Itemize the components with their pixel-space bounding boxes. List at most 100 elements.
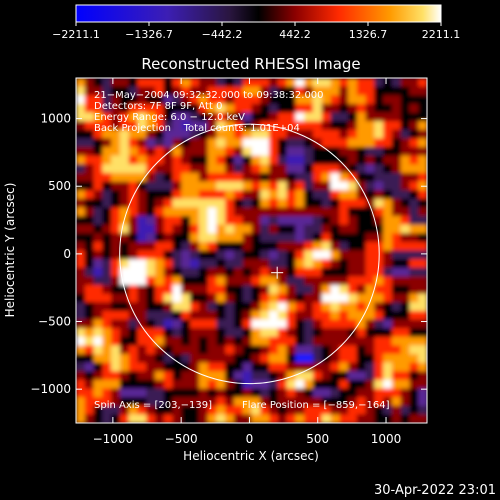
heatmap-cell [330,285,340,295]
heatmap-cell [391,207,402,217]
heatmap-cell [233,276,244,286]
y-tick-label: −500 [38,315,71,329]
heatmap-cell [312,362,323,372]
heatmap-cell [383,328,393,338]
heatmap-cell [128,112,139,122]
heatmap-cell [128,103,139,114]
heatmap-cell [190,371,200,381]
heatmap-cell [339,181,349,191]
heatmap-cell [190,155,200,165]
heatmap-cell [269,190,279,200]
heatmap-cell [321,121,332,131]
heatmap-cell [304,362,314,372]
heatmap-cell [233,181,244,191]
heatmap-cell [374,233,384,243]
heatmap-cell [111,241,121,252]
heatmap-cell [348,250,358,260]
heatmap-cell [374,293,384,303]
heatmap-cell [198,388,209,398]
heatmap-cell [119,276,130,286]
heatmap-cell [242,379,253,390]
heatmap-cell [330,293,340,303]
heatmap-cell [181,328,191,338]
heatmap-cell [146,181,156,191]
heatmap-cell [374,129,384,139]
heatmap-cell [400,164,411,174]
heatmap-cell [260,155,270,165]
heatmap-cell [348,388,358,398]
heatmap-cell [312,86,323,96]
heatmap-cell [128,276,139,286]
heatmap-cell [242,276,253,286]
heatmap-cell [321,319,332,329]
heatmap-cell [172,310,182,321]
heatmap-cell [321,285,332,295]
chart-title: Reconstructed RHESSI Image [141,55,360,73]
heatmap-cell [119,86,130,96]
heatmap-cell [146,405,156,415]
heatmap-cell [365,172,375,183]
heatmap-cell [383,293,393,303]
heatmap-cell [84,198,95,208]
heatmap-cell [76,147,86,157]
heatmap-cell [190,354,200,364]
heatmap-cell [225,164,235,174]
heatmap-cell [154,371,165,381]
heatmap-cell [365,259,375,269]
heatmap-cell [418,328,427,338]
heatmap-cell [356,121,367,131]
heatmap-cell [409,328,419,338]
heatmap-cell [277,276,288,286]
heatmap-cell [119,371,130,381]
heatmap-cell [119,250,130,260]
heatmap-cell [93,216,103,226]
heatmap-cell [321,190,332,200]
heatmap-cell [119,328,130,338]
heatmap-cell [181,181,191,191]
heatmap-cell [286,276,296,286]
heatmap-cell [119,172,130,183]
heatmap-cell [128,181,139,191]
heatmap-cell [225,86,235,96]
heatmap-cell [391,397,402,407]
heatmap-cell [260,259,270,269]
heatmap-cell [146,319,156,329]
heatmap-cell [286,388,296,398]
heatmap-cell [119,259,130,269]
heatmap-cell [251,362,261,372]
heatmap-cell [216,276,226,286]
heatmap-cell [225,103,235,114]
heatmap-cell [400,414,411,423]
heatmap-cell [181,319,191,329]
heatmap-cell [172,164,182,174]
heatmap-cell [163,259,174,269]
heatmap-cell [233,190,244,200]
heatmap-cell [418,371,427,381]
heatmap-cell [225,207,235,217]
heatmap-cell [172,319,182,329]
heatmap-cell [286,310,296,321]
heatmap-cell [198,147,209,157]
heatmap-cell [146,233,156,243]
heatmap-cell [304,328,314,338]
heatmap-cell [251,328,261,338]
heatmap-cell [339,379,349,390]
heatmap-cell [330,224,340,234]
heatmap-cell [242,250,253,260]
heatmap-cell [418,345,427,355]
heatmap-cell [330,336,340,346]
heatmap-cell [225,267,235,277]
heatmap-cell [260,250,270,260]
heatmap-cell [409,190,419,200]
heatmap-cell [260,388,270,398]
heatmap-cell [225,405,235,415]
heatmap-cell [304,285,314,295]
heatmap-cell [348,371,358,381]
heatmap-cell [93,138,103,148]
heatmap-cell [304,155,314,165]
heatmap-cell [409,121,419,131]
heatmap-cell [137,302,147,312]
heatmap-cell [339,293,349,303]
heatmap-cell [339,198,349,208]
heatmap-cell [172,267,182,277]
